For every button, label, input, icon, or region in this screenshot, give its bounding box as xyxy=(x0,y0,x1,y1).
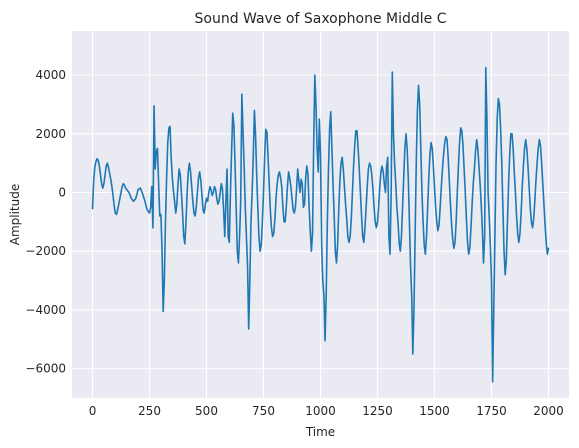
x-tick-label: 500 xyxy=(195,404,218,418)
x-tick-labels: 0 250 500 750 1000 1250 1500 1750 2000 xyxy=(89,404,564,418)
y-tick-label: −4000 xyxy=(25,303,66,317)
y-tick-label: 4000 xyxy=(35,68,66,82)
x-tick-label: 1250 xyxy=(362,404,393,418)
x-axis-label: Time xyxy=(305,425,335,439)
y-tick-label: 0 xyxy=(58,185,66,199)
x-tick-label: 750 xyxy=(252,404,275,418)
y-tick-label: 2000 xyxy=(35,127,66,141)
x-tick-label: 0 xyxy=(89,404,97,418)
x-tick-label: 2000 xyxy=(533,404,564,418)
y-tick-label: −2000 xyxy=(25,244,66,258)
y-tick-label: −6000 xyxy=(25,362,66,376)
chart-title: Sound Wave of Saxophone Middle C xyxy=(195,11,447,27)
x-tick-label: 1750 xyxy=(476,404,507,418)
y-tick-labels: −6000 −4000 −2000 0 2000 4000 xyxy=(25,68,66,376)
y-axis-label: Amplitude xyxy=(8,184,22,246)
x-tick-label: 250 xyxy=(138,404,161,418)
x-tick-label: 1500 xyxy=(419,404,450,418)
x-tick-label: 1000 xyxy=(305,404,336,418)
